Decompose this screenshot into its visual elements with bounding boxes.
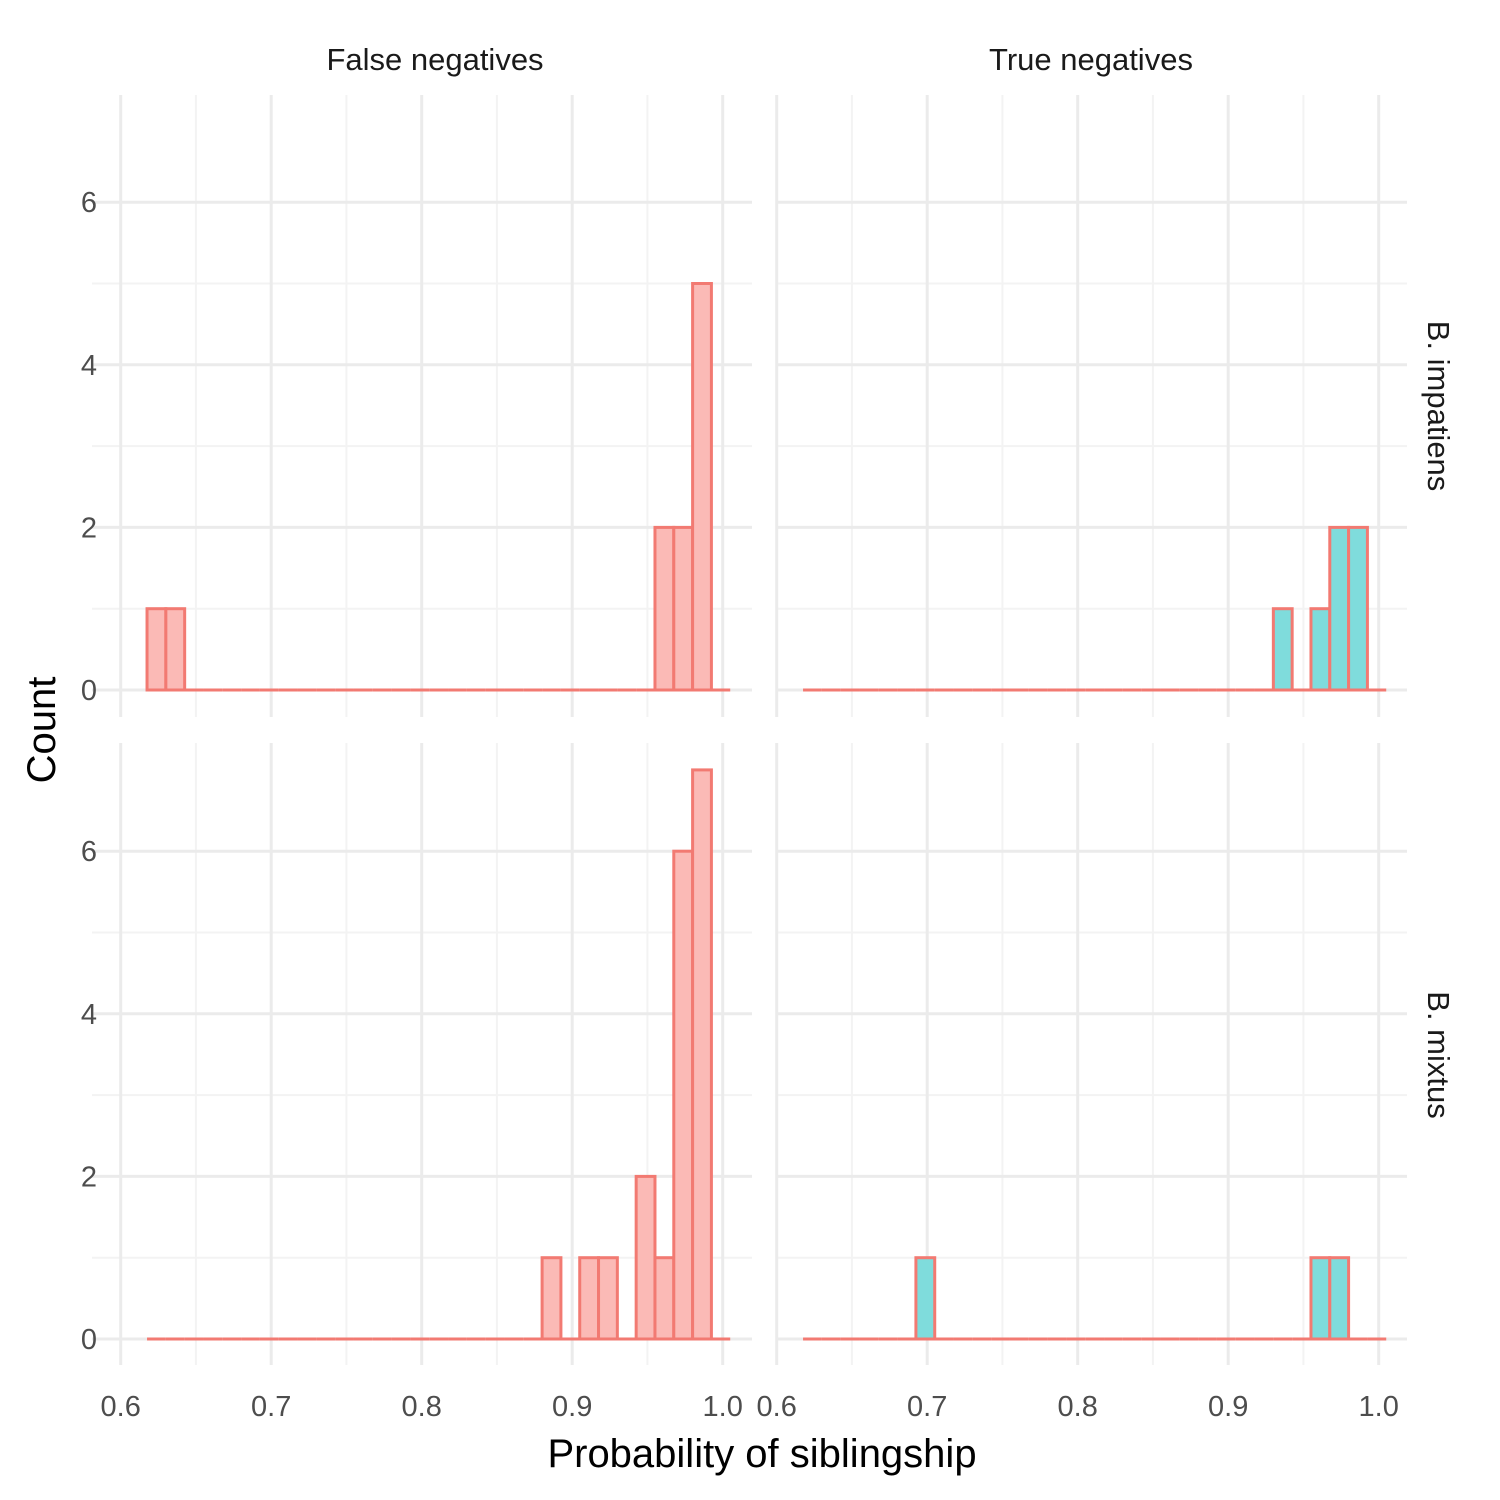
y-tick-label: 6 — [81, 836, 97, 868]
histogram-bar — [653, 525, 676, 692]
y-tick-label: 4 — [81, 999, 97, 1031]
histogram-bar — [1309, 1256, 1332, 1341]
strip-col-false-negatives: False negatives — [326, 42, 543, 77]
histogram-bar — [1271, 607, 1294, 692]
strip-col-true-negatives: True negatives — [989, 42, 1193, 77]
histogram-bar — [540, 1256, 563, 1341]
histogram-bar — [653, 1256, 676, 1341]
panels-layer: 0 2 4 6 0 2 4 6 0.6 0.7 0.8 0.9 1.0 0.6 0.7 0.8 0.9 1.0 — [81, 95, 1407, 1423]
labels-layer: False negatives True negatives B. impati… — [20, 42, 1456, 1476]
panel-true-negatives-b-impatiens — [775, 95, 1407, 717]
panel-false-negatives-b-mixtus: 0 2 4 6 0.6 0.7 0.8 0.9 1.0 — [81, 743, 752, 1423]
y-tick-label: 2 — [81, 1161, 97, 1193]
y-tick-label: 2 — [81, 512, 97, 544]
x-tick-label: 1.0 — [703, 1391, 743, 1423]
histogram-bar — [634, 1174, 657, 1341]
panel-false-negatives-b-impatiens: 0 2 4 6 — [81, 95, 752, 717]
x-tick-label: 0.7 — [907, 1391, 947, 1423]
histogram-bar — [1347, 525, 1369, 692]
histogram-bar — [672, 525, 695, 692]
x-tick-label: 1.0 — [1359, 1391, 1399, 1423]
histogram-bar — [914, 1256, 937, 1341]
histogram-bar — [691, 282, 713, 692]
x-tick-label: 0.9 — [1208, 1391, 1248, 1423]
x-tick-label: 0.6 — [757, 1391, 797, 1423]
histogram-bar — [691, 768, 713, 1341]
x-tick-label: 0.8 — [1058, 1391, 1098, 1423]
y-tick-label: 6 — [81, 187, 97, 219]
histogram-bar — [1328, 525, 1351, 692]
histogram-bar — [597, 1256, 619, 1341]
histogram-bar — [1309, 607, 1332, 692]
x-tick-label: 0.6 — [101, 1391, 141, 1423]
y-tick-label: 0 — [81, 1324, 97, 1356]
histogram-bar — [164, 607, 187, 692]
histogram-bar — [578, 1256, 601, 1341]
histogram-bar — [672, 849, 695, 1341]
y-tick-label: 4 — [81, 350, 97, 382]
histogram-bar — [145, 607, 168, 692]
x-axis-title: Probability of siblingship — [547, 1432, 976, 1476]
strip-row-b-impatiens: B. impatiens — [1421, 321, 1456, 492]
panel-true-negatives-b-mixtus: 0.6 0.7 0.8 0.9 1.0 — [757, 743, 1407, 1423]
strip-row-b-mixtus: B. mixtus — [1421, 991, 1456, 1118]
x-tick-label: 0.8 — [402, 1391, 442, 1423]
y-tick-label: 0 — [81, 675, 97, 707]
histogram-bar — [1328, 1256, 1351, 1341]
x-tick-label: 0.9 — [552, 1391, 592, 1423]
y-axis-title: Count — [20, 677, 64, 784]
x-tick-label: 0.7 — [251, 1391, 291, 1423]
